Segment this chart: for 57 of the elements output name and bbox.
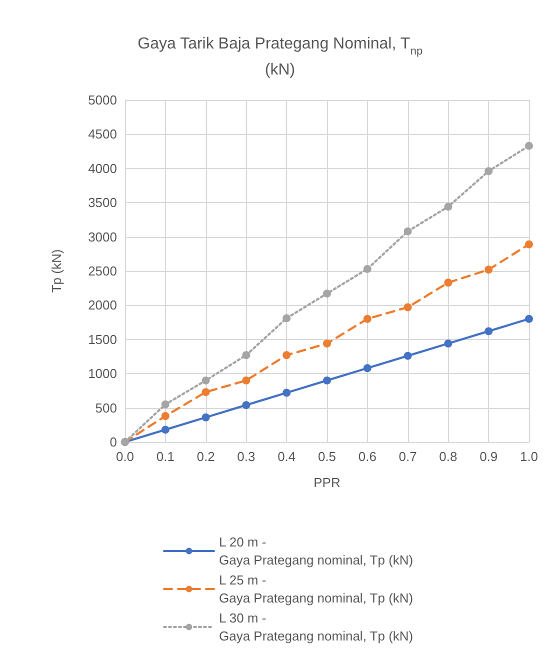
point — [444, 202, 452, 211]
point — [444, 278, 452, 287]
point — [484, 327, 493, 336]
point — [404, 303, 412, 312]
point — [242, 401, 250, 410]
x-tick-label: 0.4 — [278, 449, 296, 464]
point — [484, 266, 493, 274]
x-axis-title: PPR — [314, 475, 340, 490]
point — [404, 352, 412, 360]
x-tick-label: 0.0 — [116, 449, 134, 464]
y-tick-label: 2500 — [88, 264, 117, 278]
y-tick-label: 5000 — [88, 92, 117, 108]
point — [323, 376, 331, 384]
point — [202, 388, 210, 396]
y-tick-label: 2000 — [88, 298, 117, 313]
y-tick-label: 3000 — [88, 229, 117, 244]
point — [404, 227, 412, 236]
point — [202, 413, 210, 422]
y-tick-label: 500 — [95, 400, 117, 416]
x-tick-label: 0.8 — [439, 449, 458, 464]
point — [161, 400, 170, 408]
point — [282, 314, 291, 322]
point — [282, 351, 291, 360]
point — [242, 376, 250, 384]
x-tick-label: 0.2 — [196, 449, 215, 464]
point — [242, 351, 250, 360]
point — [161, 412, 170, 420]
point — [363, 364, 372, 372]
x-tick-label: 1.0 — [520, 449, 538, 464]
point — [363, 314, 372, 323]
point — [444, 340, 452, 348]
point — [202, 376, 210, 384]
point — [525, 142, 533, 150]
point — [161, 426, 170, 434]
x-tick-label: 0.3 — [237, 449, 256, 464]
legend-label: L 25 m - Gaya Prategang nominal, Tp (kN) — [219, 572, 414, 606]
y-tick-label: 0 — [110, 434, 117, 450]
point — [282, 388, 291, 397]
y-tick-label: 1500 — [88, 332, 117, 347]
x-tick-label: 0.9 — [480, 449, 498, 464]
point — [363, 264, 372, 273]
point — [323, 290, 331, 298]
point — [323, 340, 331, 348]
y-tick-label: 3500 — [88, 195, 117, 210]
legend-label: L 30 m - Gaya Prategang nominal, Tp (kN) — [219, 610, 414, 644]
point — [525, 240, 533, 248]
point — [525, 314, 533, 323]
x-tick-label: 0.7 — [398, 449, 417, 464]
x-tick-label: 0.1 — [156, 449, 174, 464]
y-axis-title: Tp (kN) — [49, 249, 64, 293]
legend-label: L 20 m - Gaya Prategang nominal, Tp (kN) — [219, 534, 414, 568]
point — [484, 167, 493, 176]
x-tick-label: 0.6 — [358, 449, 376, 464]
y-tick-label: 1000 — [88, 366, 117, 382]
y-tick-label: 4500 — [88, 126, 117, 142]
x-tick-label: 0.5 — [318, 449, 336, 464]
y-tick-label: 4000 — [88, 160, 117, 176]
